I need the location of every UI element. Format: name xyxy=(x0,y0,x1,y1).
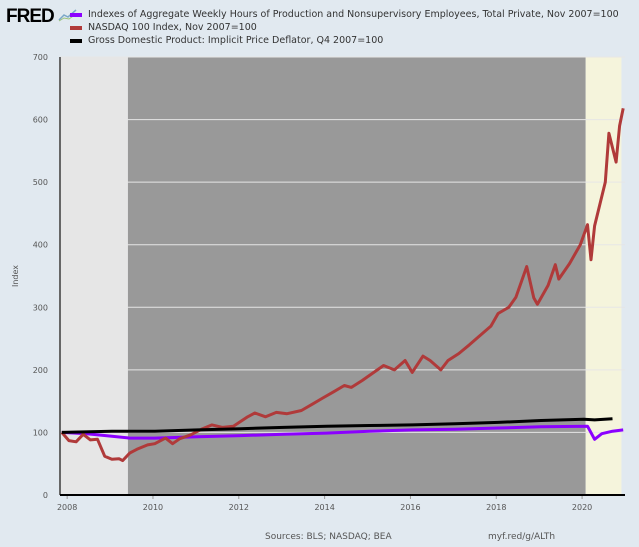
short-link[interactable]: myf.red/g/ALTh xyxy=(488,532,556,542)
series-line-1 xyxy=(60,107,625,463)
y-tick-label: 400 xyxy=(33,241,48,250)
legend-item-nasdaq[interactable]: NASDAQ 100 Index, Nov 2007=100 xyxy=(70,21,619,34)
fred-logo[interactable]: FRED xyxy=(6,6,55,27)
y-tick-label: 0 xyxy=(43,491,48,500)
x-tick-label: 2020 xyxy=(572,503,592,512)
x-tick-label: 2012 xyxy=(229,503,249,512)
y-tick-label: 700 xyxy=(33,53,48,62)
legend: Indexes of Aggregate Weekly Hours of Pro… xyxy=(70,8,619,47)
sources: Sources: BLS; NASDAQ; BEA xyxy=(265,532,392,542)
series-line-2 xyxy=(61,417,613,434)
legend-swatch xyxy=(70,38,82,43)
x-tick-label: 2008 xyxy=(57,503,77,512)
x-tick-label: 2010 xyxy=(143,503,163,512)
series-line-0 xyxy=(61,424,624,441)
shaded-period xyxy=(60,57,128,495)
y-axis-label: Index xyxy=(11,265,20,287)
y-tick-label: 300 xyxy=(33,303,48,312)
x-tick-label: 2016 xyxy=(400,503,420,512)
x-tick-label: 2014 xyxy=(314,503,334,512)
x-tick-label: 2018 xyxy=(486,503,506,512)
legend-item-hours[interactable]: Indexes of Aggregate Weekly Hours of Pro… xyxy=(70,8,619,21)
legend-label: Indexes of Aggregate Weekly Hours of Pro… xyxy=(88,9,619,20)
y-tick-label: 200 xyxy=(33,366,48,375)
legend-label: Gross Domestic Product: Implicit Price D… xyxy=(88,35,384,46)
y-tick-label: 100 xyxy=(33,428,48,437)
legend-swatch xyxy=(70,25,82,30)
y-tick-label: 600 xyxy=(33,116,48,125)
y-tick-label: 500 xyxy=(33,178,48,187)
legend-label: NASDAQ 100 Index, Nov 2007=100 xyxy=(88,22,257,33)
legend-swatch xyxy=(70,12,82,17)
shaded-period xyxy=(585,57,622,495)
legend-item-deflator[interactable]: Gross Domestic Product: Implicit Price D… xyxy=(70,34,619,47)
